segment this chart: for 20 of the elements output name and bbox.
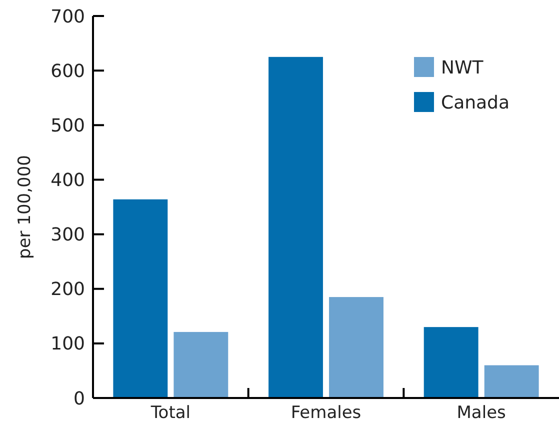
bar	[268, 56, 323, 398]
bar	[174, 332, 228, 398]
legend-label: NWT	[441, 57, 484, 78]
y-tick-label: 0	[74, 388, 85, 410]
y-tick-label: 100	[50, 334, 85, 355]
bar	[424, 327, 478, 398]
x-tick-label: Total	[150, 403, 191, 422]
y-tick-label: 700	[50, 6, 85, 28]
y-tick-label: 500	[50, 115, 85, 136]
y-axis-title: per 100,000	[15, 155, 35, 259]
y-tick-label: 400	[50, 170, 85, 192]
x-tick-label: Females	[290, 403, 362, 422]
bar	[329, 297, 384, 398]
bar	[113, 199, 168, 398]
y-tick-label: 200	[50, 279, 85, 300]
y-tick-label: 300	[50, 224, 85, 246]
y-tick-label: 600	[50, 60, 85, 82]
legend-label: Canada	[441, 92, 510, 114]
bar	[484, 365, 539, 398]
x-tick-label: Males	[456, 403, 506, 422]
